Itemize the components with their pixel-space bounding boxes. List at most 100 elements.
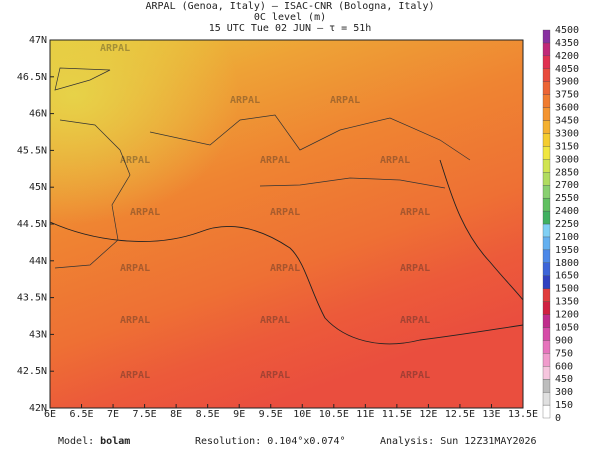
colorbar-label: 1200: [555, 310, 579, 321]
lon-label: 11E: [356, 409, 374, 420]
lat-label: 42.5N: [17, 366, 47, 377]
watermark: ARPAL: [270, 263, 300, 274]
map-area: [49, 39, 524, 409]
lat-label: 44.5N: [17, 219, 47, 230]
colorbar-label: 3750: [555, 90, 579, 101]
colorbar-label: 2400: [555, 206, 579, 217]
lat-label: 43.5N: [17, 293, 47, 304]
footer-text: Model:: [58, 436, 94, 447]
watermark: ARPAL: [120, 155, 150, 166]
watermark: ARPAL: [380, 155, 410, 166]
colorbar-segment: [542, 120, 551, 134]
lat-label: 46.5N: [17, 72, 47, 83]
colorbar-segment: [542, 236, 551, 251]
watermark: ARPAL: [130, 207, 160, 218]
lon-label: 8E: [170, 409, 182, 420]
colorbar-segment: [542, 210, 551, 225]
watermark: ARPAL: [330, 95, 360, 106]
watermark: ARPAL: [120, 370, 150, 381]
colorbar-label: 3300: [555, 128, 579, 139]
colorbar-segment: [542, 301, 551, 315]
colorbar-segment: [542, 327, 551, 341]
lon-label: 13.5E: [508, 409, 538, 420]
footer-text: Resolution: 0.104°x0.074°: [195, 436, 346, 447]
colorbar-segment: [542, 379, 551, 393]
colorbar-segment: [542, 366, 551, 380]
colorbar-segment: [542, 353, 551, 367]
colorbar-label: 2250: [555, 219, 579, 230]
lon-label: 9.5E: [259, 409, 283, 420]
colorbar-label: 1500: [555, 284, 579, 295]
lat-label: 44N: [29, 256, 47, 267]
watermark: ARPAL: [270, 207, 300, 218]
lon-label: 7E: [107, 409, 119, 420]
colorbar-label: 1050: [555, 322, 579, 333]
colorbar-label: 750: [555, 348, 573, 359]
watermark: ARPAL: [260, 315, 290, 326]
colorbar-label: 3900: [555, 77, 579, 88]
colorbar-label: 300: [555, 387, 573, 398]
watermark: ARPAL: [400, 370, 430, 381]
colorbar-label: 600: [555, 361, 573, 372]
colorbar-label: 3600: [555, 103, 579, 114]
watermark: ARPAL: [400, 315, 430, 326]
colorbar-segment: [542, 275, 551, 289]
colorbar-segment: [542, 29, 551, 44]
colorbar-label: 3000: [555, 154, 579, 165]
colorbar-segment: [542, 159, 551, 173]
colorbar-segment: [542, 404, 551, 419]
colorbar-segment: [542, 81, 551, 95]
watermark: ARPAL: [400, 263, 430, 274]
colorbar-label: 4350: [555, 38, 579, 49]
colorbar-segment: [542, 133, 551, 147]
lon-label: 13E: [482, 409, 500, 420]
colorbar-label: 900: [555, 335, 573, 346]
lat-label: 42N: [29, 403, 47, 414]
colorbar-label: 2550: [555, 193, 579, 204]
lat-label: 46N: [29, 109, 47, 120]
watermark: ARPAL: [120, 315, 150, 326]
colorbar-label: 3450: [555, 116, 579, 127]
lon-label: 8.5E: [196, 409, 220, 420]
colorbar-segment: [542, 185, 551, 199]
colorbar-segment: [542, 197, 551, 212]
lon-label: 6E: [44, 409, 56, 420]
colorbar-segment: [542, 146, 551, 160]
lon-label: 10.5E: [319, 409, 349, 420]
colorbar-segment: [542, 249, 551, 263]
colorbar-segment: [542, 68, 551, 82]
colorbar-segment: [542, 107, 551, 121]
footer-text: Analysis: Sun 12Z31MAY2026: [380, 436, 537, 447]
colorbar-label: 1650: [555, 271, 579, 282]
colorbar-label: 2100: [555, 232, 579, 243]
colorbar-segment: [542, 55, 551, 69]
watermark: ARPAL: [100, 43, 130, 54]
colorbar-label: 4050: [555, 64, 579, 75]
colorbar-label: 2850: [555, 167, 579, 178]
field-highlight: [50, 40, 523, 408]
lon-label: 9E: [233, 409, 245, 420]
watermark: ARPAL: [230, 95, 260, 106]
title-line: ARPAL (Genoa, Italy) – ISAC-CNR (Bologna…: [146, 1, 435, 12]
colorbar-segment: [542, 262, 551, 276]
colorbar-label: 450: [555, 374, 573, 385]
lat-label: 43N: [29, 329, 47, 340]
lat-label: 45.5N: [17, 145, 47, 156]
watermark: ARPAL: [260, 370, 290, 381]
colorbar-label: 0: [555, 413, 561, 424]
coastline: [439, 159, 524, 301]
lon-label: 12E: [419, 409, 437, 420]
colorbar-label: 1950: [555, 245, 579, 256]
colorbar-label: 2700: [555, 180, 579, 191]
colorbar-segment: [542, 172, 551, 186]
lon-label: 10E: [293, 409, 311, 420]
lon-label: 7.5E: [133, 409, 157, 420]
colorbar-segment: [542, 94, 551, 108]
title-line: 15 UTC Tue 02 JUN – τ = 51h: [209, 23, 372, 34]
watermark: ARPAL: [120, 263, 150, 274]
colorbar-label: 1800: [555, 258, 579, 269]
lon-label: 12.5E: [445, 409, 475, 420]
colorbar-label: 150: [555, 400, 573, 411]
footer: Model: bolam: [58, 436, 130, 447]
